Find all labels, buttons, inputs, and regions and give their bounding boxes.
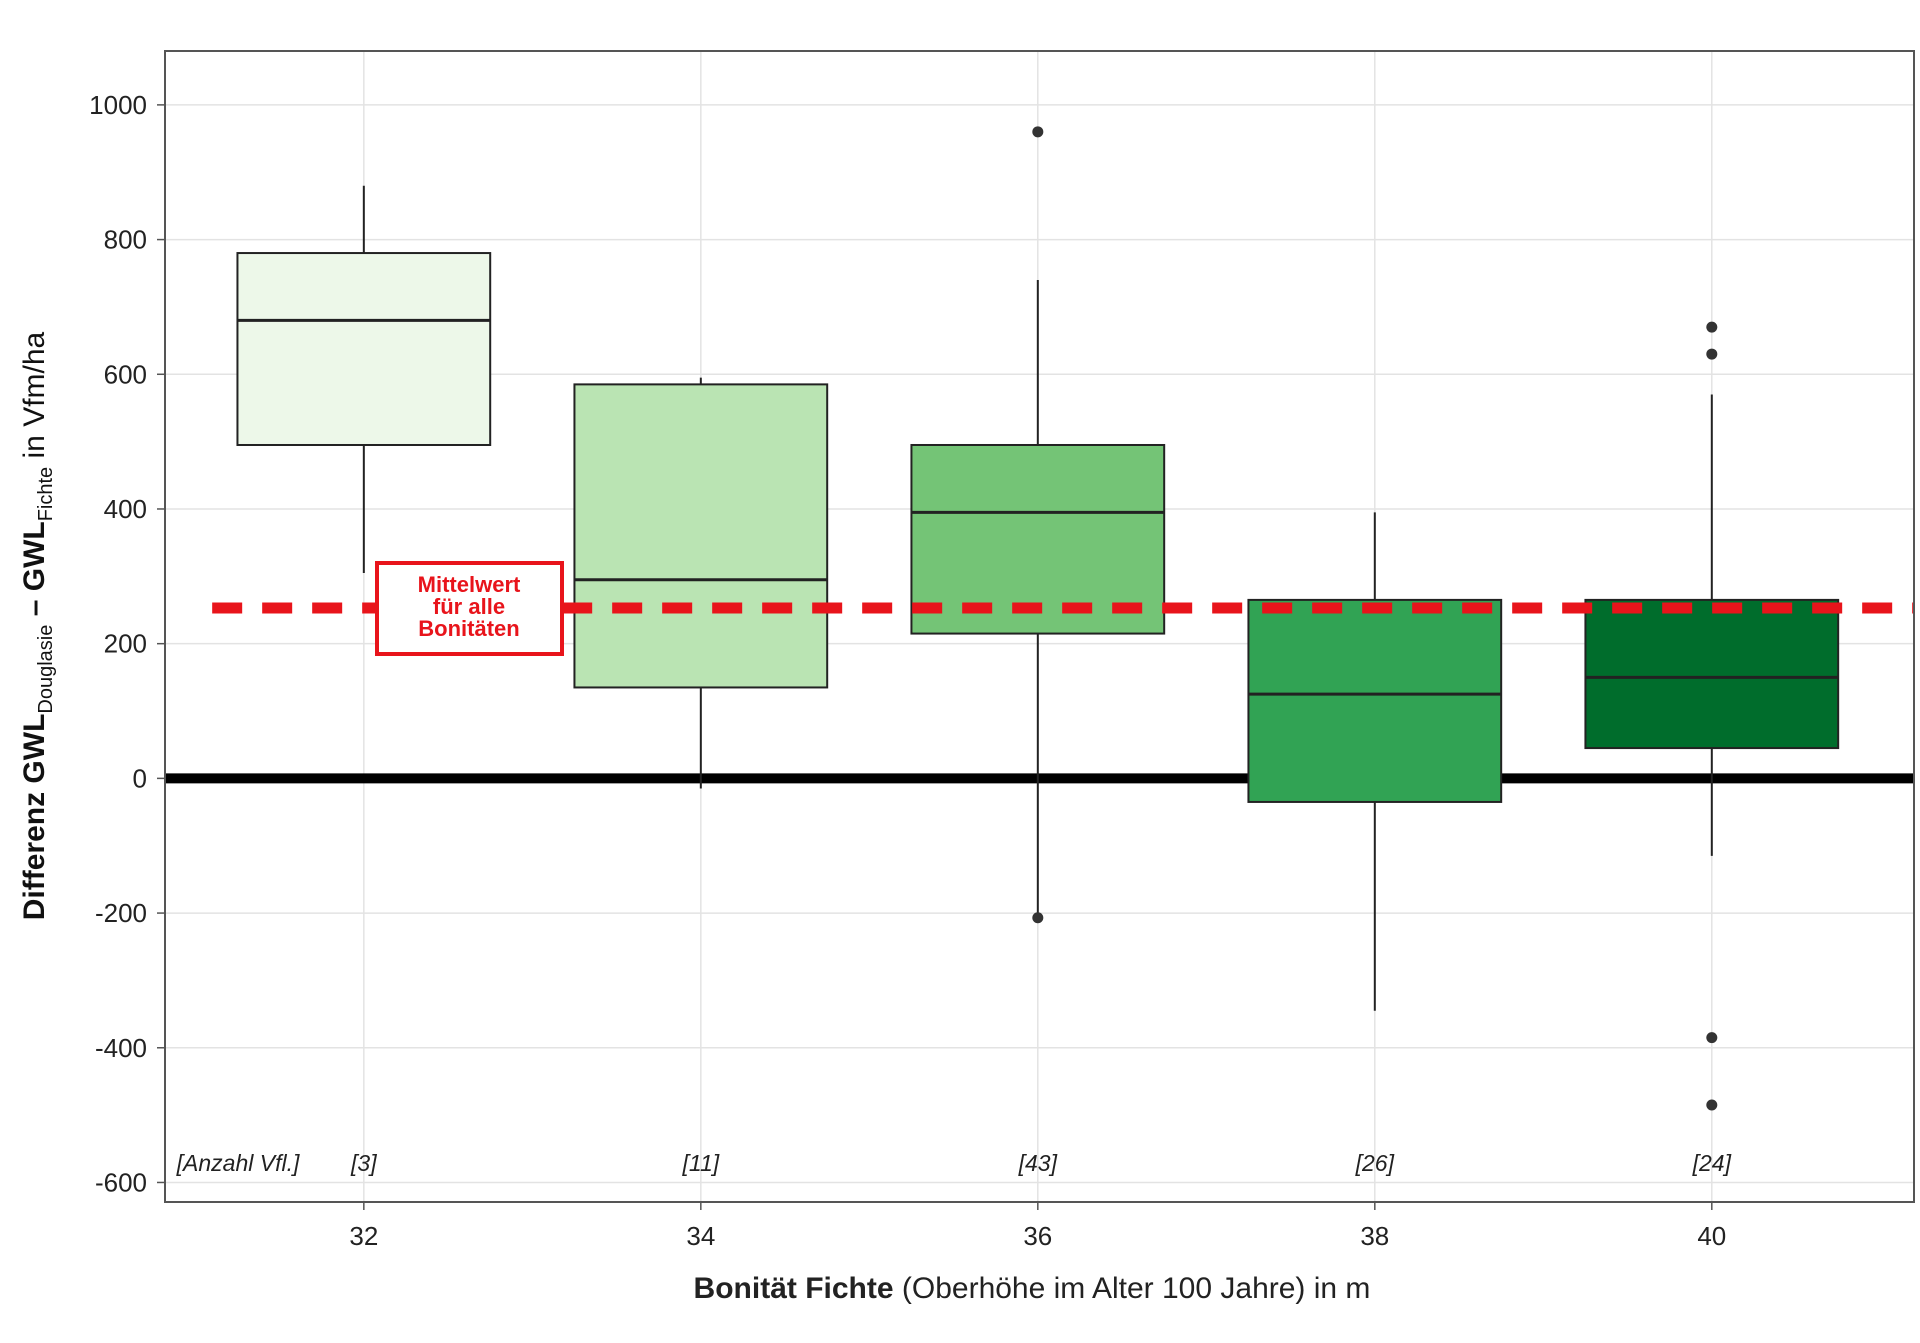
x-title-rest: (Oberhöhe im Alter 100 Jahre) in m (894, 1272, 1371, 1305)
y-title-sub: Fichte (35, 467, 57, 521)
annotation-text: Mittelwert (418, 572, 521, 597)
count-label: [24] (1692, 1150, 1732, 1176)
plot-frame (164, 50, 1915, 1203)
outlier (1032, 912, 1044, 924)
y-title-part: in Vfm/ha (18, 331, 51, 466)
count-label: [3] (350, 1150, 377, 1176)
outlier (1706, 1032, 1718, 1044)
annotation-text: für alle (433, 594, 505, 619)
y-tick-label: 600 (104, 359, 147, 389)
annotation-text: Bonitäten (418, 616, 519, 641)
x-tick-label: 40 (1697, 1221, 1726, 1251)
outlier (1706, 321, 1718, 333)
x-title-bold: Bonität Fichte (694, 1272, 894, 1305)
y-tick-label: 0 (133, 763, 147, 793)
count-label: [43] (1018, 1150, 1058, 1176)
count-label: [26] (1355, 1150, 1395, 1176)
annotation-box (375, 561, 564, 656)
plot-area: -600 -400 -200 0 200 400 600 800 1000 32 34 36 38 40 [… (89, 50, 1915, 1251)
outlier (1706, 348, 1718, 360)
x-tick-label: 36 (1023, 1221, 1052, 1251)
y-tick-label: -400 (95, 1033, 147, 1063)
box (1247, 598, 1503, 803)
y-title-sub: Douglasie (35, 625, 57, 714)
y-title-part: – GWL (18, 521, 51, 624)
y-tick-label: 800 (104, 225, 147, 255)
outlier (1032, 126, 1044, 138)
x-tick-label: 38 (1360, 1221, 1389, 1251)
box (573, 383, 829, 689)
y-tick-label: 200 (104, 629, 147, 659)
outlier (1706, 1099, 1718, 1111)
y-title-part: Differenz GWL (18, 714, 51, 921)
box (236, 252, 492, 446)
x-tick-label: 32 (349, 1221, 378, 1251)
count-title: [Anzahl Vfl.] (176, 1150, 300, 1176)
x-tick-label: 34 (686, 1221, 715, 1251)
y-tick-label: 1000 (89, 90, 147, 120)
y-tick-label: -600 (95, 1167, 147, 1197)
count-label: [11] (681, 1150, 719, 1176)
box (1584, 598, 1840, 750)
y-axis-title: Differenz GWLDouglasie – GWLFichte in Vf… (18, 331, 57, 920)
y-tick-label: 400 (104, 494, 147, 524)
y-tick-label: -200 (95, 898, 147, 928)
box (910, 443, 1166, 635)
x-axis-title: Bonität Fichte (Oberhöhe im Alter 100 Ja… (694, 1272, 1371, 1305)
